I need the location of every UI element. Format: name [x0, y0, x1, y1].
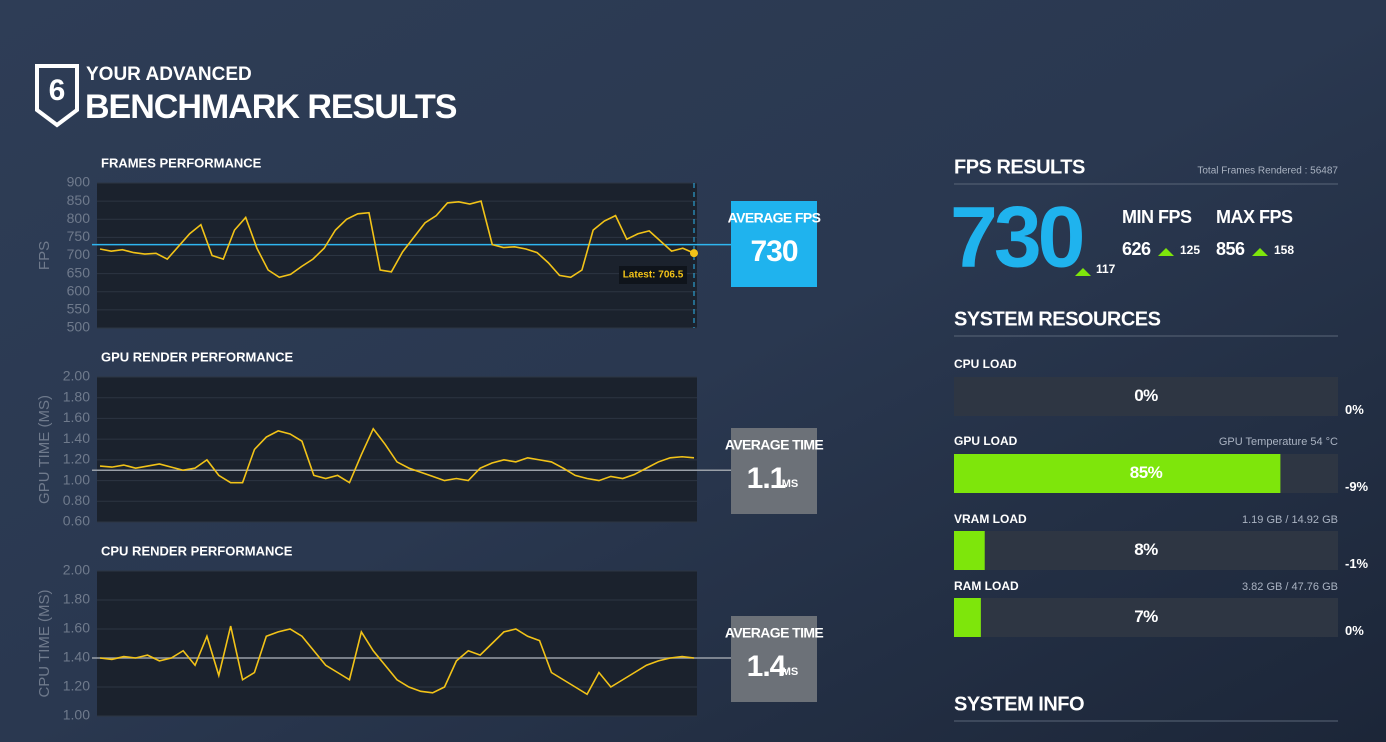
bar: [954, 531, 985, 570]
resource-detail: GPU Temperature 54 °C: [1219, 436, 1338, 448]
resource-detail: 3.82 GB / 47.76 GB: [1242, 581, 1338, 593]
bar-value: 8%: [1134, 540, 1158, 559]
logo-shield: [35, 64, 79, 128]
latest-label: Latest: 706.5: [623, 270, 684, 281]
y-axis-title: CPU TIME (MS): [36, 589, 53, 697]
y-tick-label: 600: [67, 282, 91, 298]
y-tick-label: 500: [67, 319, 91, 335]
data-line: [99, 200, 695, 279]
logo: 6: [49, 74, 66, 107]
average-change: 117: [1096, 262, 1116, 276]
latest-point: [690, 249, 698, 258]
subtitle: YOUR ADVANCED: [86, 64, 252, 85]
change: 0%: [1345, 402, 1364, 417]
chart-title: GPU RENDER PERFORMANCE: [101, 349, 293, 364]
plot-area: [97, 571, 697, 716]
y-tick-label: 0.60: [63, 513, 90, 529]
y-tick-label: 700: [67, 246, 91, 262]
average-fps: 730: [950, 190, 1083, 286]
bar-track: [954, 531, 1338, 570]
plot-area: [97, 377, 697, 522]
change: -9%: [1345, 479, 1369, 494]
summary-label: AVERAGE FPS: [728, 210, 821, 226]
y-tick-label: 1.80: [63, 388, 90, 404]
up-arrow: [1252, 248, 1268, 256]
bar-value: 85%: [1130, 463, 1163, 482]
summary-unit: MS: [782, 478, 799, 490]
y-tick-label: 550: [67, 301, 91, 317]
fps-results-title: FPS RESULTS: [954, 156, 1085, 178]
bar: [954, 454, 1281, 493]
chart-title: FRAMES PERFORMANCE: [101, 155, 262, 170]
up-arrow: [1075, 268, 1091, 276]
summary-label: AVERAGE TIME: [725, 437, 824, 453]
y-tick-label: 0.80: [63, 492, 90, 508]
resource-detail: 1.19 GB / 14.92 GB: [1242, 514, 1338, 526]
bar-track: [954, 377, 1338, 416]
y-tick-label: 2.00: [63, 368, 90, 384]
y-tick-label: 1.20: [63, 451, 90, 467]
title: BENCHMARK RESULTS: [85, 88, 457, 126]
min-change: 125: [1180, 243, 1200, 257]
summary-value: 1.1: [747, 462, 786, 495]
summary-label: AVERAGE TIME: [725, 625, 824, 641]
max-fps: 856: [1216, 239, 1245, 259]
summary-box: [731, 201, 817, 287]
y-tick-label: 1.00: [63, 707, 90, 723]
y-tick-label: 1.80: [63, 591, 90, 607]
bar-value: 0%: [1134, 386, 1158, 405]
y-tick-label: 750: [67, 228, 91, 244]
y-tick-label: 1.60: [63, 409, 90, 425]
y-tick-label: 2.00: [63, 562, 90, 578]
y-tick-label: 1.00: [63, 471, 90, 487]
resources-title: SYSTEM RESOURCES: [954, 308, 1161, 330]
y-tick-label: 1.20: [63, 678, 90, 694]
tooltip: [619, 266, 687, 284]
summary-value: 1.4: [747, 650, 787, 683]
y-tick-label: 800: [67, 210, 91, 226]
summary-unit: MS: [782, 666, 799, 678]
up-arrow: [1158, 248, 1174, 256]
y-tick-label: 1.40: [63, 649, 90, 665]
chart-title: CPU RENDER PERFORMANCE: [101, 543, 293, 558]
max-fps-label: MAX FPS: [1216, 207, 1293, 227]
summary-value: 730: [750, 235, 797, 268]
data-line: [99, 625, 695, 696]
resource-label: VRAM LOAD: [954, 512, 1027, 526]
total-frames: Total Frames Rendered : 56487: [1197, 166, 1338, 177]
y-axis-title: FPS: [36, 241, 53, 270]
change: -1%: [1345, 556, 1369, 571]
change: 0%: [1345, 623, 1364, 638]
resource-label: GPU LOAD: [954, 434, 1018, 448]
max-change: 158: [1274, 243, 1294, 257]
bar-value: 7%: [1134, 607, 1158, 626]
bar: [954, 598, 981, 637]
y-tick-label: 1.40: [63, 430, 90, 446]
min-fps-label: MIN FPS: [1122, 207, 1192, 227]
data-line: [99, 427, 695, 484]
y-tick-label: 1.60: [63, 620, 90, 636]
summary-box: [731, 616, 817, 702]
resource-label: RAM LOAD: [954, 579, 1019, 593]
y-tick-label: 650: [67, 264, 91, 280]
resource-label: CPU LOAD: [954, 357, 1017, 371]
summary-box: [731, 428, 817, 514]
min-fps: 626: [1122, 239, 1151, 259]
y-tick-label: 850: [67, 192, 91, 208]
y-axis-title: GPU TIME (MS): [36, 395, 53, 504]
y-tick-label: 900: [67, 174, 91, 190]
bar-track: [954, 598, 1338, 637]
system-info-title: SYSTEM INFO: [954, 693, 1084, 715]
